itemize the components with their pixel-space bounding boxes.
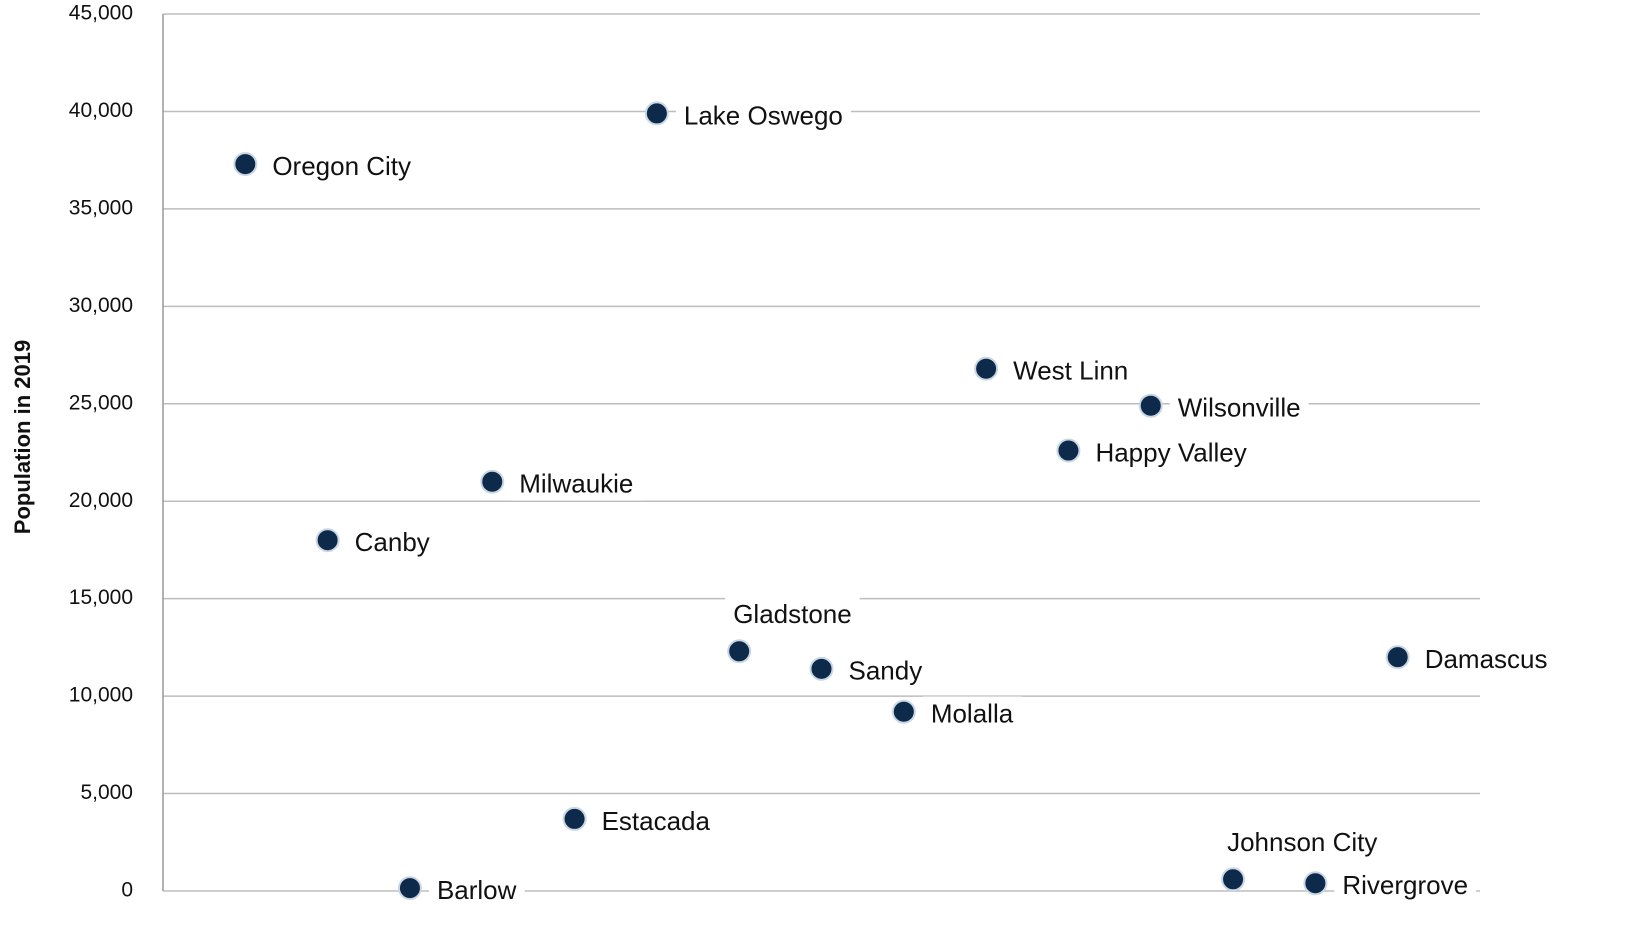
point [891,699,916,724]
y-tick-label: 40,000 [69,99,133,122]
point [727,639,752,664]
point-label: Barlow [437,875,517,905]
label-background [511,466,642,501]
point-label: Happy Valley [1095,437,1246,467]
label-background [725,597,860,632]
point-label: Lake Oswego [684,100,843,130]
point [644,101,669,126]
labels: Oregon City Canby Barlow Milwaukie Estacada L… [264,98,1556,907]
point-label: Molalla [931,699,1014,729]
point [1303,871,1328,896]
point-label: Wilsonville [1178,393,1301,423]
label-background [1005,353,1137,388]
point-label: Oregon City [272,151,411,181]
point-label: Canby [355,527,430,557]
label-background [346,525,438,560]
point [974,356,999,381]
point-label: Damascus [1425,644,1548,674]
y-tick-label: 10,000 [69,684,133,707]
point [1221,867,1246,892]
point-label: Johnson City [1227,827,1377,857]
point [480,469,505,494]
label-background [675,98,851,133]
y-tick-label: 35,000 [69,196,133,219]
point-label: Estacada [602,806,711,836]
point [1138,393,1163,418]
y-axis-title: Population in 2019 [10,340,35,534]
label-background [264,148,420,183]
y-tick-label: 45,000 [69,2,133,25]
point [397,876,422,901]
label-background [1169,390,1309,425]
y-tick-label: 25,000 [69,391,133,414]
label-background [1087,435,1255,470]
point-label: Milwaukie [519,469,633,499]
label-background [428,872,525,907]
label-background [1219,825,1386,860]
label-background [922,696,1022,731]
label-background [1416,642,1556,677]
point-label: Rivergrove [1342,870,1468,900]
point [233,152,258,177]
y-tick-label: 0 [121,879,133,902]
point [809,656,834,681]
point-label: West Linn [1013,356,1128,386]
y-tick-label: 15,000 [69,586,133,609]
label-background [1334,868,1477,903]
y-tick-label: 20,000 [69,489,133,512]
y-tick-label: 30,000 [69,294,133,317]
point-label: Gladstone [733,599,852,629]
grid [163,13,1480,892]
point [1056,438,1081,463]
point [1385,645,1410,670]
point [562,806,587,831]
label-background [840,653,931,688]
label-background [593,803,719,838]
point [315,528,340,553]
y-tick-label: 5,000 [80,781,133,804]
point-label: Sandy [849,656,923,686]
